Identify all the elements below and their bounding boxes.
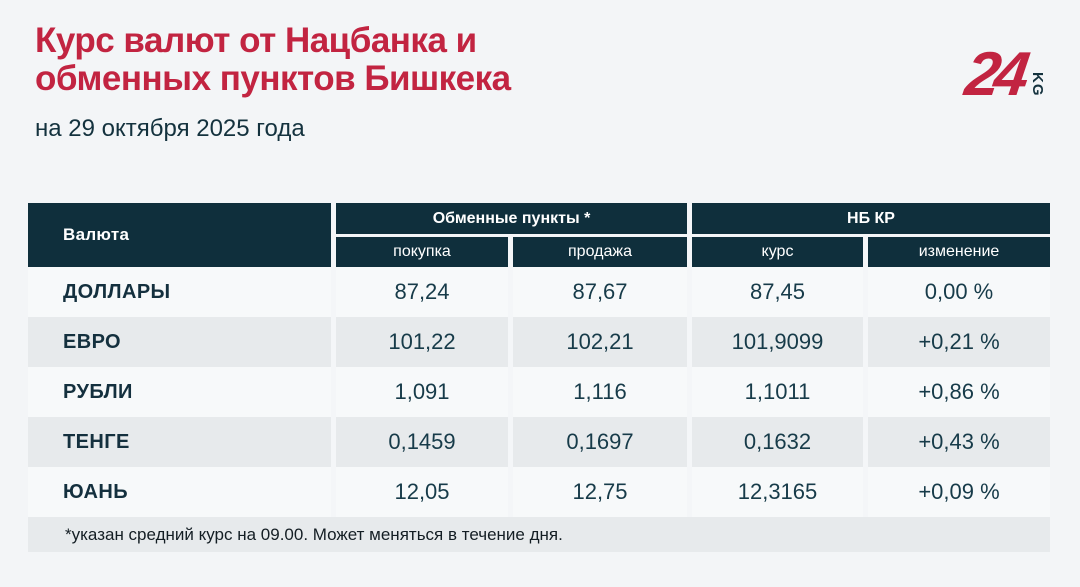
column-header-rate: курс [687, 237, 863, 267]
change-value: +0,43 % [863, 417, 1050, 467]
sell-value: 12,75 [508, 467, 687, 517]
24kg-logo: 24 KG [961, 40, 1046, 109]
buy-value: 12,05 [331, 467, 508, 517]
column-header-change: изменение [863, 237, 1050, 267]
currency-name: ТЕНГЕ [28, 417, 331, 467]
currency-name: ЮАНЬ [28, 467, 331, 517]
sell-value: 87,67 [508, 267, 687, 317]
sell-value: 1,116 [508, 367, 687, 417]
nbkr-rate-value: 101,9099 [687, 317, 863, 367]
table-header: Валюта Обменные пункты * НБ КР покупка п… [28, 203, 1050, 267]
column-header-currency: Валюта [28, 203, 331, 267]
buy-value: 0,1459 [331, 417, 508, 467]
change-value: 0,00 % [863, 267, 1050, 317]
nbkr-rate-value: 87,45 [687, 267, 863, 317]
sell-value: 0,1697 [508, 417, 687, 467]
nbkr-rate-value: 12,3165 [687, 467, 863, 517]
page-title-line1: Курс валют от Нацбанка и [35, 21, 477, 60]
table-row-dollars: ДОЛЛАРЫ 87,24 87,67 87,45 0,00 % [28, 267, 1050, 317]
table-row-rubles: РУБЛИ 1,091 1,116 1,1011 +0,86 % [28, 367, 1050, 417]
buy-value: 101,22 [331, 317, 508, 367]
nbkr-rate-value: 1,1011 [687, 367, 863, 417]
buy-value: 87,24 [331, 267, 508, 317]
logo-24-numerals: 24 [961, 40, 1028, 109]
column-group-exchange-offices: Обменные пункты * [331, 203, 687, 237]
table-row-yuan: ЮАНЬ 12,05 12,75 12,3165 +0,09 % [28, 467, 1050, 517]
nbkr-rate-value: 0,1632 [687, 417, 863, 467]
column-header-sell: продажа [508, 237, 687, 267]
currency-rates-table: Валюта Обменные пункты * НБ КР покупка п… [28, 203, 1050, 517]
column-header-buy: покупка [331, 237, 508, 267]
change-value: +0,09 % [863, 467, 1050, 517]
change-value: +0,86 % [863, 367, 1050, 417]
table-row-euro: ЕВРО 101,22 102,21 101,9099 +0,21 % [28, 317, 1050, 367]
page-title-line2: обменных пунктов Бишкека [35, 59, 511, 98]
footnote-bar: *указан средний курс на 09.00. Может мен… [28, 517, 1050, 552]
sell-value: 102,21 [508, 317, 687, 367]
date-subtitle: на 29 октября 2025 года [35, 115, 305, 142]
column-group-national-bank: НБ КР [687, 203, 1050, 237]
logo-kg-label: KG [1029, 72, 1046, 97]
page-title: Курс валют от Нацбанка и обменных пункто… [35, 22, 1080, 98]
currency-name: ДОЛЛАРЫ [28, 267, 331, 317]
table-row-tenge: ТЕНГЕ 0,1459 0,1697 0,1632 +0,43 % [28, 417, 1050, 467]
currency-name: РУБЛИ [28, 367, 331, 417]
change-value: +0,21 % [863, 317, 1050, 367]
buy-value: 1,091 [331, 367, 508, 417]
currency-name: ЕВРО [28, 317, 331, 367]
